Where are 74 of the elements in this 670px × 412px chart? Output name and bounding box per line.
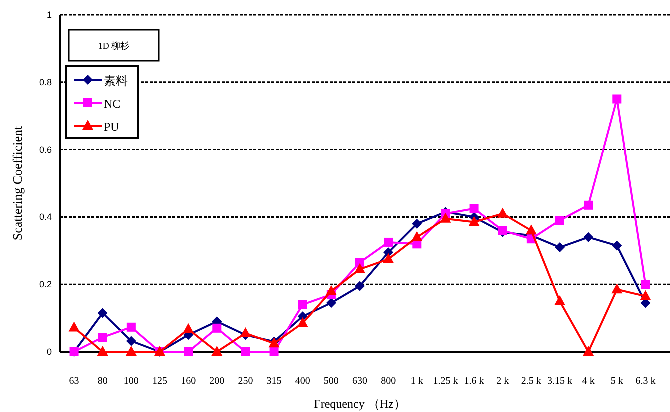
point [355, 281, 365, 292]
legend-label: PU [104, 120, 120, 134]
y-axis-title: Scattering Coefficient [10, 126, 25, 241]
legend-label: 素料 [104, 74, 128, 88]
point [641, 280, 650, 290]
x-tick-label: 400 [295, 376, 310, 387]
point [583, 346, 594, 356]
point [184, 348, 194, 356]
text: 1D 柳杉 [98, 41, 130, 51]
point [183, 323, 194, 334]
point [640, 290, 652, 300]
point [298, 300, 308, 310]
point [297, 317, 308, 328]
x-tick-label: 630 [352, 376, 368, 387]
y-tick-label: 0.8 [39, 77, 52, 88]
x-tick-label: 200 [210, 376, 225, 387]
point [412, 218, 422, 229]
point [326, 285, 337, 296]
point [98, 308, 108, 318]
point [470, 204, 479, 214]
point [270, 348, 279, 356]
point [126, 336, 136, 346]
x-tick-label: 800 [381, 376, 396, 387]
point [98, 333, 108, 342]
x-tick-label: 250 [238, 376, 254, 387]
x-tick-label: 4 k [582, 376, 595, 387]
x-tick-label: 80 [98, 376, 108, 387]
x-tick-label: 125 [152, 376, 168, 387]
point [68, 322, 80, 332]
x-tick-label: 2.5 k [521, 376, 542, 387]
point [612, 94, 622, 104]
x-axis-title: Frequency （Hz） [314, 397, 406, 411]
point [412, 231, 423, 242]
x-tick-label: 3.15 k [548, 376, 572, 387]
point [240, 327, 252, 338]
x-tick-label: 6.3 k [636, 376, 656, 387]
legend-label: NC [104, 97, 121, 111]
x-tick-label: 315 [266, 376, 282, 387]
point [555, 242, 565, 253]
x-tick-label: 5 k [610, 376, 624, 387]
point [126, 346, 137, 356]
point [212, 324, 222, 333]
point [384, 238, 394, 247]
x-tick-label: 1 k [410, 376, 424, 387]
x-tick-label: 63 [69, 376, 80, 387]
y-tick-label: 1 [46, 10, 52, 20]
point [354, 263, 366, 274]
point [326, 298, 336, 308]
point [584, 232, 594, 242]
y-tick-label: 0 [46, 347, 52, 357]
x-tick-label: 100 [124, 376, 139, 387]
y-tick-label: 0.4 [39, 212, 52, 222]
point [526, 224, 537, 235]
point [612, 284, 623, 294]
point [584, 200, 594, 210]
point [468, 216, 480, 226]
point [212, 346, 223, 356]
point [554, 295, 566, 306]
point [126, 322, 136, 332]
point [383, 253, 394, 264]
x-tick-label: 2 k [496, 376, 510, 387]
point [97, 346, 108, 356]
point [241, 348, 250, 356]
x-tick-label: 1.6 k [464, 376, 484, 387]
point [497, 208, 508, 218]
y-tick-label: 0.2 [39, 280, 52, 290]
x-tick-label: 160 [181, 376, 196, 387]
x-tick-label: 1.25 k [433, 376, 458, 387]
point [356, 258, 364, 268]
y-tick-label: 0.6 [39, 144, 52, 155]
point [440, 212, 452, 223]
point [556, 216, 564, 226]
x-tick-label: 500 [324, 376, 339, 387]
point [612, 240, 622, 251]
